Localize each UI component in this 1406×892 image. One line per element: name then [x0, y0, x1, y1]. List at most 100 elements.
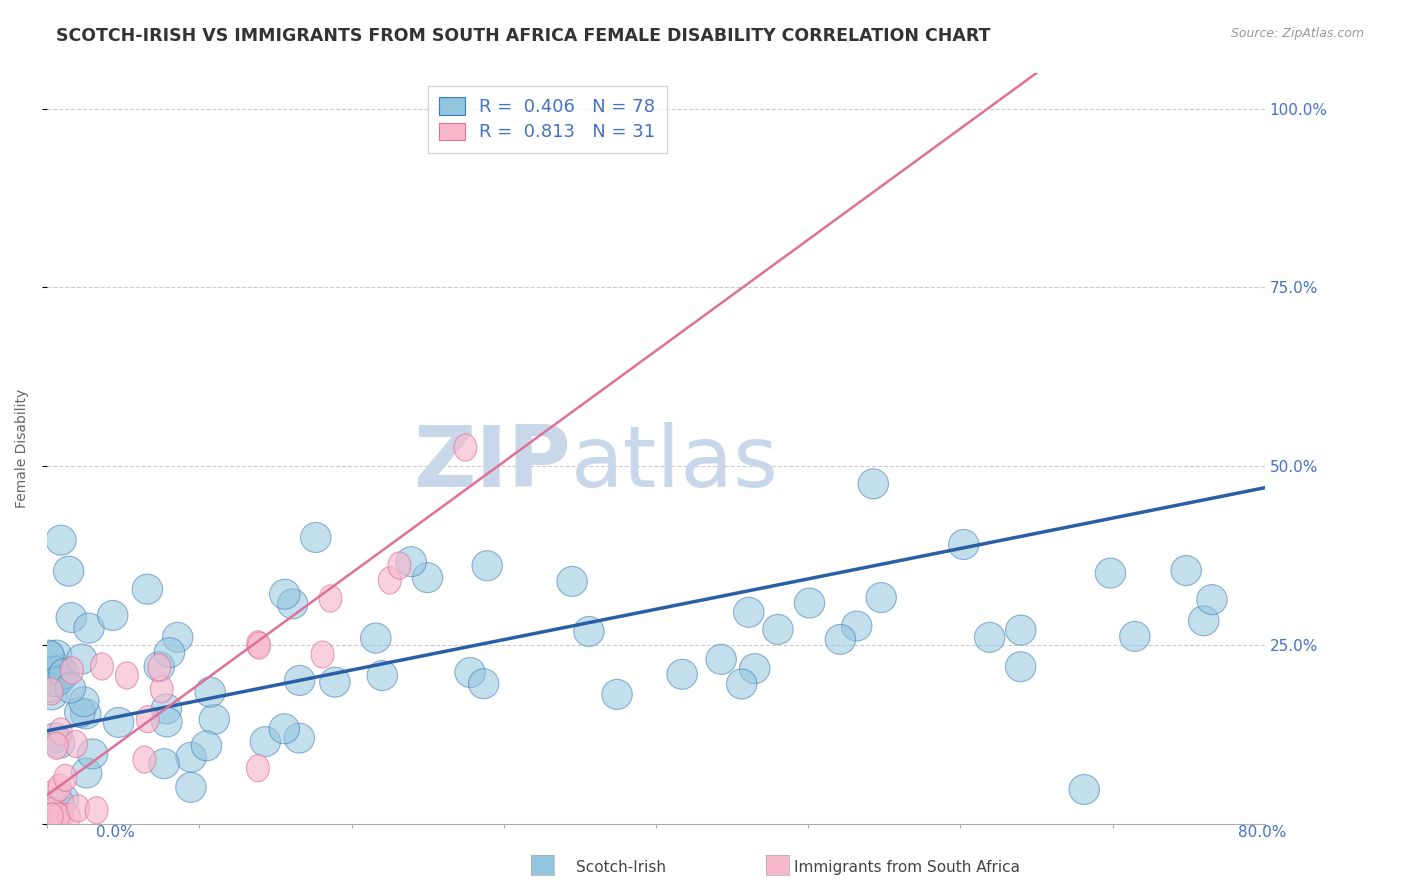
Ellipse shape [1188, 606, 1219, 636]
Ellipse shape [66, 795, 90, 822]
Ellipse shape [270, 579, 299, 609]
Ellipse shape [51, 803, 73, 830]
Ellipse shape [195, 677, 225, 707]
Ellipse shape [46, 655, 76, 685]
Ellipse shape [1119, 622, 1150, 651]
Ellipse shape [974, 623, 1005, 652]
Ellipse shape [472, 550, 502, 581]
Text: 80.0%: 80.0% [1239, 825, 1286, 840]
Ellipse shape [148, 654, 170, 681]
Ellipse shape [163, 623, 193, 652]
Ellipse shape [149, 748, 180, 779]
Ellipse shape [557, 566, 588, 597]
Ellipse shape [72, 758, 101, 788]
Ellipse shape [86, 797, 108, 824]
Ellipse shape [176, 772, 207, 803]
Ellipse shape [41, 640, 72, 670]
Ellipse shape [367, 661, 398, 690]
Ellipse shape [284, 665, 315, 696]
Text: Scotch-Irish: Scotch-Irish [576, 860, 666, 874]
Ellipse shape [388, 552, 411, 579]
Ellipse shape [311, 641, 335, 668]
Ellipse shape [284, 723, 315, 753]
Ellipse shape [132, 574, 163, 604]
Ellipse shape [152, 694, 181, 724]
Ellipse shape [41, 803, 63, 830]
Ellipse shape [319, 667, 350, 698]
Text: atlas: atlas [571, 422, 779, 505]
Ellipse shape [191, 731, 222, 761]
Ellipse shape [60, 657, 83, 684]
Ellipse shape [136, 706, 159, 733]
Ellipse shape [949, 530, 979, 559]
Ellipse shape [456, 657, 485, 688]
Ellipse shape [396, 547, 426, 577]
Ellipse shape [246, 755, 270, 781]
Text: SCOTCH-IRISH VS IMMIGRANTS FROM SOUTH AFRICA FEMALE DISABILITY CORRELATION CHART: SCOTCH-IRISH VS IMMIGRANTS FROM SOUTH AF… [56, 27, 991, 45]
Ellipse shape [46, 803, 70, 830]
Ellipse shape [152, 706, 183, 737]
Ellipse shape [727, 669, 756, 699]
Ellipse shape [58, 803, 80, 830]
Ellipse shape [37, 680, 67, 710]
Ellipse shape [34, 673, 65, 703]
Ellipse shape [65, 698, 96, 727]
Ellipse shape [41, 678, 63, 705]
Ellipse shape [360, 623, 391, 653]
Ellipse shape [602, 680, 633, 709]
Ellipse shape [56, 602, 87, 632]
Ellipse shape [70, 699, 101, 729]
Ellipse shape [104, 707, 134, 738]
Ellipse shape [1005, 652, 1036, 681]
Ellipse shape [666, 659, 697, 690]
Ellipse shape [150, 676, 173, 703]
Ellipse shape [858, 469, 889, 499]
Ellipse shape [90, 653, 114, 680]
Ellipse shape [706, 644, 737, 674]
Ellipse shape [319, 585, 342, 612]
Text: Source: ZipAtlas.com: Source: ZipAtlas.com [1230, 27, 1364, 40]
Ellipse shape [53, 764, 77, 791]
Y-axis label: Female Disability: Female Disability [15, 389, 30, 508]
Ellipse shape [53, 557, 84, 586]
Ellipse shape [34, 641, 65, 672]
Ellipse shape [44, 779, 66, 806]
Ellipse shape [45, 732, 67, 759]
Ellipse shape [1095, 558, 1126, 588]
Ellipse shape [468, 669, 499, 698]
Ellipse shape [454, 434, 477, 461]
Text: ZIP: ZIP [413, 422, 571, 505]
Ellipse shape [794, 588, 825, 618]
Ellipse shape [176, 742, 207, 772]
Text: 0.0%: 0.0% [96, 825, 135, 840]
Ellipse shape [55, 673, 86, 703]
Ellipse shape [69, 687, 100, 717]
Ellipse shape [378, 566, 401, 594]
Ellipse shape [39, 723, 70, 753]
Ellipse shape [246, 631, 270, 658]
Ellipse shape [97, 600, 128, 631]
Ellipse shape [48, 774, 70, 801]
Ellipse shape [250, 727, 281, 756]
Legend: R =  0.406   N = 78, R =  0.813   N = 31: R = 0.406 N = 78, R = 0.813 N = 31 [427, 86, 666, 153]
Ellipse shape [49, 718, 72, 745]
Ellipse shape [740, 654, 770, 683]
Ellipse shape [39, 657, 70, 686]
Ellipse shape [39, 803, 62, 830]
Ellipse shape [842, 611, 872, 641]
Ellipse shape [762, 615, 793, 644]
Ellipse shape [277, 589, 308, 619]
Ellipse shape [1197, 584, 1227, 615]
Ellipse shape [574, 616, 605, 647]
Ellipse shape [65, 731, 87, 757]
Ellipse shape [143, 651, 174, 681]
Ellipse shape [77, 739, 108, 769]
Ellipse shape [115, 662, 138, 689]
Ellipse shape [825, 624, 856, 655]
Ellipse shape [247, 632, 270, 659]
Ellipse shape [134, 746, 156, 773]
Ellipse shape [44, 788, 73, 817]
Ellipse shape [200, 705, 229, 734]
Ellipse shape [45, 728, 75, 758]
Text: Immigrants from South Africa: Immigrants from South Africa [794, 860, 1021, 874]
